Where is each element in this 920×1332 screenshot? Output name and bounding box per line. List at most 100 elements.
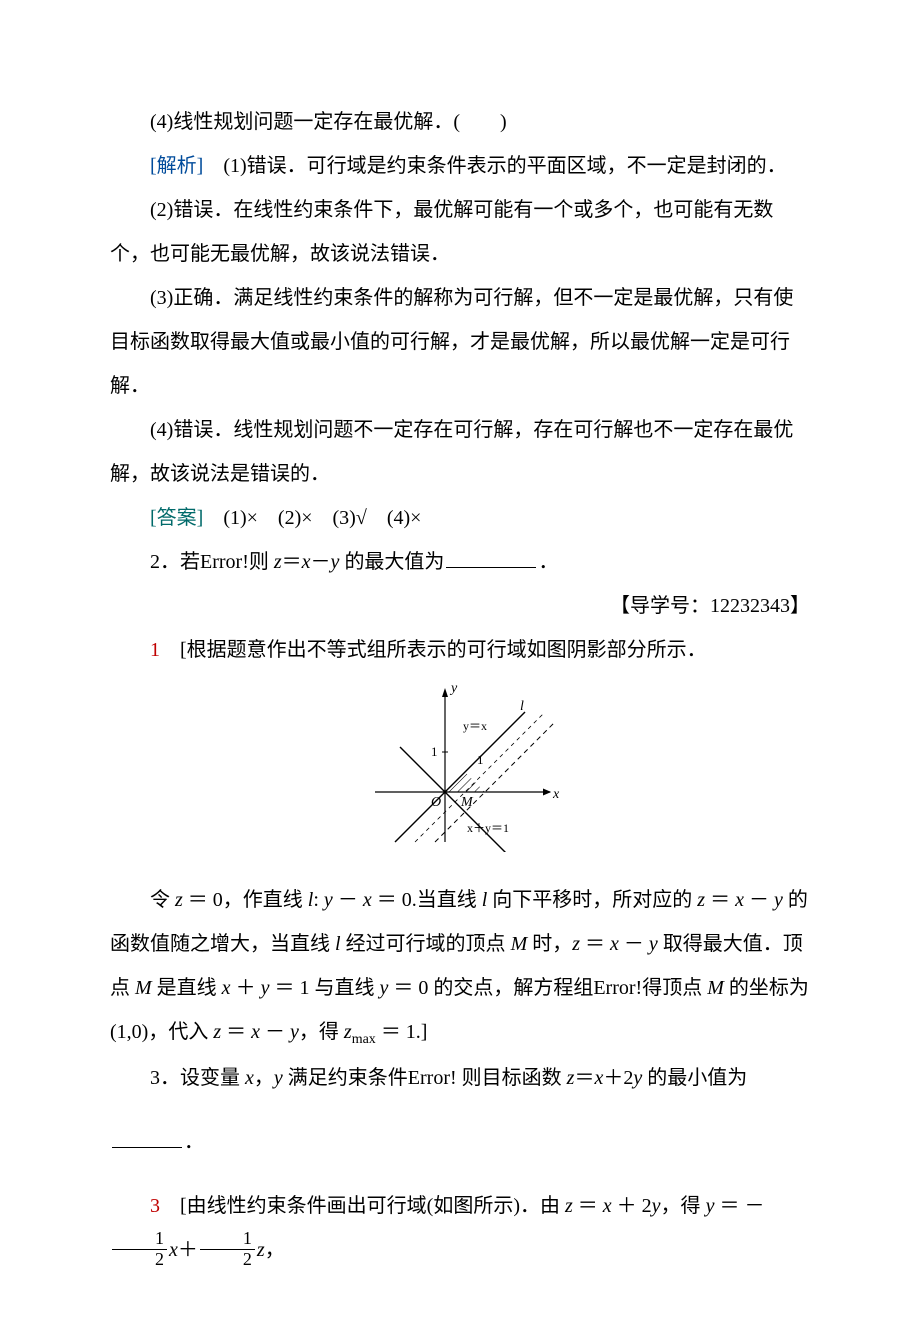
q3-y: y xyxy=(274,1067,283,1089)
frac-half-2: 12 xyxy=(200,1229,255,1270)
m-y: y xyxy=(324,889,333,911)
tick-1-x: 1 xyxy=(477,752,484,767)
q3s-eq2: ＝ － xyxy=(719,1195,764,1217)
m-plus: ＋ xyxy=(236,977,261,999)
analysis-para-2: (2)错误．在线性约束条件下，最优解可能有一个或多个，也可能有无数个，也可能无最… xyxy=(110,188,810,276)
t13: ，得 xyxy=(299,1021,339,1043)
m-z4: z xyxy=(208,1021,226,1043)
m-min2: － xyxy=(744,889,774,911)
m-eq0c: ＝ 0 xyxy=(388,977,433,999)
m-max-sub: max xyxy=(352,1032,376,1047)
q3-z: z xyxy=(562,1067,575,1089)
t6: 经过可行域的顶点 xyxy=(341,933,511,955)
q3-solution: 3 [由线性约束条件画出可行域(如图所示)．由 z ＝ x ＋ 2y，得 y ＝… xyxy=(110,1184,810,1272)
q3s-eq: ＝ xyxy=(578,1195,603,1217)
var-z: z xyxy=(274,551,282,573)
m-zmax: z xyxy=(339,1021,352,1043)
m-x3: x xyxy=(610,933,619,955)
t1: 令 xyxy=(150,889,170,911)
m-min4: － xyxy=(260,1021,290,1043)
t9: 是直线 xyxy=(152,977,217,999)
m-z2: z xyxy=(692,889,710,911)
line-xy1-label: x＋y＝1 xyxy=(467,821,509,835)
q3s-z2: z xyxy=(257,1239,265,1261)
frac-half-1: 12 xyxy=(112,1229,167,1270)
point-m-label: M xyxy=(460,795,474,810)
t2: ，作直线 xyxy=(223,889,308,911)
m-M3: M xyxy=(707,977,724,999)
q2-solution-body: 令 z ＝ 0，作直线 l: y － x ＝ 0.当直线 l 向下平移时，所对应… xyxy=(110,878,810,1056)
q3-x2: x xyxy=(594,1067,603,1089)
q2-sol-text: [根据题意作出不等式组所表示的可行域如图阴影部分所示． xyxy=(160,639,707,661)
m-x: x xyxy=(363,889,372,911)
m-eq4: ＝ xyxy=(226,1021,251,1043)
question-2: 2．若Error!则 z＝x－y 的最大值为． xyxy=(110,540,810,584)
m-eq1: ＝ 1 xyxy=(269,977,314,999)
analysis-text-1: (1)错误．可行域是约束条件表示的平面区域，不一定是封闭的． xyxy=(203,155,786,177)
m-x4: x xyxy=(217,977,236,999)
m-x5: x xyxy=(251,1021,260,1043)
q2-text-b: 的最大值为 xyxy=(339,551,444,573)
q3d: 的最小值为 xyxy=(647,1067,747,1089)
analysis-para-1: [解析] (1)错误．可行域是约束条件表示的平面区域，不一定是封闭的． xyxy=(110,144,810,188)
q2-solution-intro: 1 [根据题意作出不等式组所表示的可行域如图阴影部分所示． xyxy=(110,628,810,672)
q3-answer-value: 3 xyxy=(150,1195,160,1217)
t10: 与直线 xyxy=(314,977,374,999)
m-y3: y xyxy=(649,933,663,955)
m-eq0: ＝ 0 xyxy=(188,889,223,911)
m-min: － xyxy=(333,889,363,911)
answer-line: [答案] (1)× (2)× (3)√ (4)× xyxy=(110,496,810,540)
q3-x: x xyxy=(245,1067,254,1089)
line-yx-label: y＝x xyxy=(463,719,487,733)
m-z: z xyxy=(170,889,188,911)
axis-y-label: y xyxy=(449,682,458,696)
m-colon: : xyxy=(313,889,324,911)
q2-answer-value: 1 xyxy=(150,639,160,661)
m-y6: y xyxy=(290,1021,299,1043)
m-eq0b: ＝ 0. xyxy=(372,889,417,911)
q3-sol-a: [由线性约束条件画出可行域(如图所示)．由 xyxy=(160,1195,560,1217)
q3a: 3．设变量 xyxy=(150,1067,245,1089)
m-y2: y xyxy=(774,889,788,911)
q3s-plus2: ＋ xyxy=(178,1239,198,1261)
feasible-region-figure: y x l y＝x 1 1 O M x＋y＝1 xyxy=(355,682,565,852)
q3-y2: y xyxy=(633,1067,647,1089)
m-y5: y xyxy=(374,977,388,999)
eq: ＝ xyxy=(282,551,302,573)
m-eq1b: ＝ 1.] xyxy=(376,1021,428,1043)
blank-q2 xyxy=(446,547,536,568)
m-M: M xyxy=(511,933,528,955)
figure-region: y x l y＝x 1 1 O M x＋y＝1 xyxy=(110,682,810,868)
q3s-y: y xyxy=(652,1195,661,1217)
question-3: 3．设变量 x，y 满足约束条件Error! 则目标函数 z＝x＋2y 的最小值… xyxy=(110,1056,810,1100)
q3b: ， xyxy=(254,1067,274,1089)
t3: 当直线 xyxy=(417,889,482,911)
axis-x-label: x xyxy=(552,787,560,802)
m-eq3: ＝ xyxy=(585,933,610,955)
q3s-x2: x xyxy=(169,1239,178,1261)
tick-1-y: 1 xyxy=(431,744,438,759)
q3s-y2: y xyxy=(701,1195,720,1217)
q3s-z: z xyxy=(560,1195,578,1217)
analysis-para-4: (4)错误．线性规划问题不一定存在可行解，存在可行解也不一定存在最优解，故该说法… xyxy=(110,408,810,496)
t7: 时， xyxy=(527,933,572,955)
analysis-label: [解析] xyxy=(150,155,203,177)
answer-text: (1)× (2)× (3)√ (4)× xyxy=(203,507,421,529)
guide-number: 【导学号：12232343】 xyxy=(110,584,810,628)
m-min3: － xyxy=(619,933,649,955)
q3-sol-b: ，得 xyxy=(661,1195,701,1217)
q3-eq: ＝ xyxy=(574,1067,594,1089)
t4: 向下平移时，所对应的 xyxy=(487,889,692,911)
question-3-blank-line: ． xyxy=(110,1120,810,1164)
q3s-plus: ＋ 2 xyxy=(612,1195,652,1217)
q3-plus: ＋2 xyxy=(603,1067,633,1089)
statement-4: (4)线性规划问题一定存在最优解．( ) xyxy=(110,100,810,144)
q3s-comma: ， xyxy=(265,1239,285,1261)
q3c: 满足约束条件Error! 则目标函数 xyxy=(283,1067,562,1089)
m-z3: z xyxy=(572,933,585,955)
blank-q3 xyxy=(112,1127,182,1148)
line-l-label: l xyxy=(520,699,524,714)
m-eq2: ＝ xyxy=(710,889,735,911)
m-M2: M xyxy=(135,977,152,999)
q2-text-a: 2．若Error!则 xyxy=(150,551,274,573)
